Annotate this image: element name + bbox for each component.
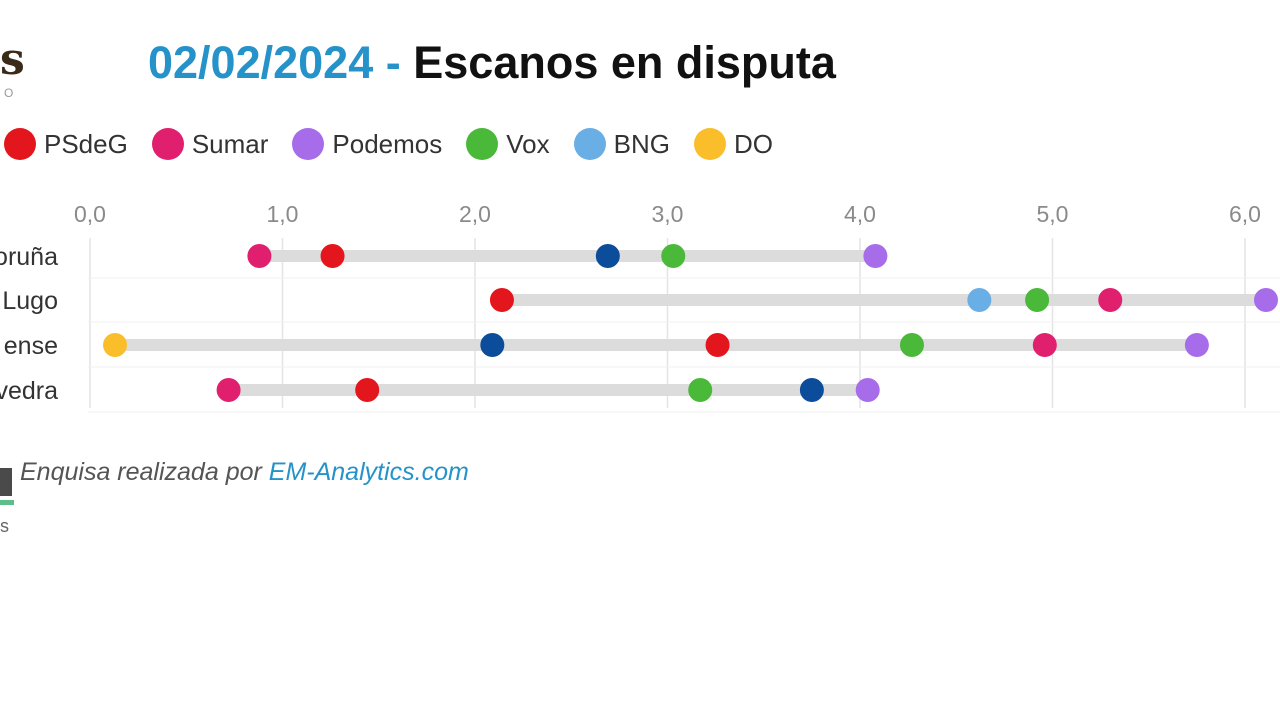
data-point-vox [1025,288,1050,312]
data-point-do [103,333,128,357]
legend-swatch [573,128,606,160]
legend-label: BNG [613,128,670,159]
x-tick-label: 3,0 [652,201,684,227]
data-point-podemos [1184,333,1209,357]
legend-swatch [693,128,726,160]
title-date: 02/02/2024 [148,37,374,88]
legend-item-podemos: Podemos [292,128,442,160]
publisher-logo: s [0,34,25,85]
data-point-bng [967,288,992,312]
row-label: Lugo [2,287,58,315]
legend-item-psdeg: PSdeG [4,128,128,160]
data-point-pp [799,378,824,402]
legend-item-bng: BNG [573,128,670,160]
legend-swatch [151,128,184,160]
data-point-psdeg [320,244,345,268]
source-link[interactable]: EM-Analytics.com [268,458,469,486]
row-label: oruña [0,243,58,271]
x-tick-label: 6,0 [1229,201,1261,227]
source-note: Enquisa realizada por EM-Analytics.com [20,458,469,487]
data-point-psdeg [355,378,380,402]
data-point-podemos [855,378,880,402]
chart-legend: PSdeG Sumar Podemos Vox BNG DO [0,124,797,164]
analytics-logo-icon [0,460,14,508]
title-text: Escanos en disputa [413,37,836,88]
data-point-vox [899,333,924,357]
data-point-psdeg [489,288,514,312]
legend-label: Sumar [191,128,269,159]
legend-label: DO [733,128,773,159]
x-tick-label: 0,0 [74,201,106,227]
dot-plot-chart: 0,0 1,0 2,0 3,0 4,0 5,0 6,0 oruña Lugo ense vedra [0,201,1280,413]
legend-label: Podemos [332,128,443,159]
data-point-vox [688,378,713,402]
row-label: vedra [0,377,58,405]
source-prefix: Enquisa realizada por [20,458,269,486]
title-separator: - [385,37,401,88]
x-tick-label: 1,0 [267,201,299,227]
legend-label: Vox [506,128,550,159]
legend-label: PSdeG [44,128,128,159]
data-point-sumar [1098,288,1123,312]
legend-item-vox: Vox [466,128,550,160]
data-point-podemos [863,244,888,268]
data-point-sumar [1032,333,1057,357]
x-tick-label: 4,0 [844,201,876,227]
legend-swatch [4,128,36,160]
publisher-logo-subtitle: O [4,86,20,100]
data-point-psdeg [705,333,730,357]
x-tick-label: 2,0 [459,201,491,227]
analytics-logo-subtitle: s [0,516,9,536]
row-label: ense [4,332,58,360]
data-point-sumar [216,378,241,402]
legend-item-sumar: Sumar [151,128,269,160]
data-point-pp [595,244,620,268]
legend-item-do: DO [693,128,773,160]
data-point-vox [661,244,686,268]
x-tick-label: 5,0 [1037,201,1069,227]
legend-swatch [466,128,499,160]
chart-title: 02/02/2024 - Escanos en disputa [148,36,836,90]
data-point-pp [480,333,505,357]
data-point-podemos [1254,288,1278,312]
legend-swatch [292,128,325,160]
data-point-sumar [247,244,272,268]
